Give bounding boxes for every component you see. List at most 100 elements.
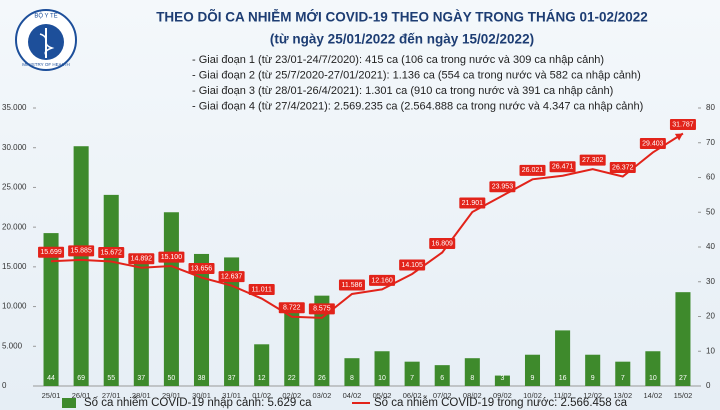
value-label-box [549, 161, 576, 173]
bar [344, 358, 360, 386]
bar [103, 194, 119, 386]
x-tick-label: 11/02 [553, 391, 571, 400]
y2-tick-label: 20 [706, 312, 715, 321]
y2-tick-label: 50 [706, 207, 715, 216]
value-label-box [429, 237, 456, 249]
bar [585, 354, 601, 386]
x-tick-label: 15/02 [674, 391, 693, 400]
y2-tick-label: 40 [706, 242, 715, 251]
bar [73, 146, 89, 386]
bar-label: 8 [470, 375, 474, 382]
value-label: 26.021 [522, 167, 544, 174]
annotation: - Giai đoạn 1 (từ 23/01-24/7/2020): 415 … [192, 54, 604, 66]
bar-label: 6 [440, 375, 444, 382]
logo-bottom: MINISTRY OF HEALTH [22, 62, 70, 67]
x-tick-label: 13/02 [613, 391, 632, 400]
value-label: 15.885 [70, 248, 92, 255]
value-label-box [519, 164, 546, 176]
x-tick-label: 25/01 [42, 391, 61, 400]
value-label-box [459, 197, 486, 209]
y-tick-label: 20.000 [2, 222, 27, 231]
bar [494, 375, 510, 386]
x-tick-label: 28/01 [132, 391, 151, 400]
logo: BỘ Y TẾ MINISTRY OF HEALTH [15, 9, 77, 71]
bar-label: 3 [500, 375, 504, 382]
chart-title: THEO DÕI CA NHIỄM MỚI COVID-19 THEO NGÀY… [156, 10, 648, 25]
value-label-box [188, 263, 215, 275]
value-label: 26.372 [612, 164, 634, 171]
annotation: - Giai đoạn 3 (từ 28/01-26/4/2021): 1.30… [192, 85, 613, 97]
value-label-box [248, 284, 275, 296]
value-label-box [369, 274, 396, 286]
x-tick-label: 09/02 [493, 391, 512, 400]
y-tick-label: 30.000 [2, 143, 27, 152]
bar-label: 37 [137, 375, 145, 382]
value-label: 15.672 [101, 249, 123, 256]
annotation: - Giai đoạn 2 (từ 25/7/2020-27/01/2021):… [192, 69, 641, 81]
value-label: 8.575 [313, 306, 331, 313]
bar-label: 27 [679, 375, 687, 382]
bar-label: 10 [378, 375, 386, 382]
logo-top: BỘ Y TẾ [34, 13, 57, 20]
bar [284, 309, 300, 386]
bar [374, 351, 390, 386]
bar-label: 10 [649, 375, 657, 382]
x-tick-label: 26/01 [72, 391, 91, 400]
bar-label: 9 [591, 375, 595, 382]
y2-tick-label: 10 [706, 346, 715, 355]
x-tick-label: 02/02 [282, 391, 301, 400]
bar [404, 361, 420, 386]
value-label-box [278, 302, 305, 314]
x-tick-label: 01/02 [252, 391, 271, 400]
line [50, 132, 684, 319]
bar [133, 257, 149, 386]
bar [43, 233, 59, 386]
x-tick-label: 12/02 [583, 391, 602, 400]
value-label: 12.637 [221, 273, 243, 280]
value-label: 15.699 [40, 249, 62, 256]
bar-label: 8 [350, 375, 354, 382]
y-tick-label: 35.000 [2, 103, 27, 112]
y-tick-label: 0 [2, 381, 7, 390]
annotation: - Giai đoạn 4 (từ 27/4/2021): 2.569.235 … [192, 100, 643, 112]
value-label: 16.809 [432, 240, 454, 247]
value-label-box [399, 259, 426, 271]
value-label-box [68, 245, 95, 257]
x-tick-label: 07/02 [433, 391, 452, 400]
value-label: 14.105 [401, 262, 423, 269]
bar-label: 22 [288, 375, 296, 382]
bar [645, 351, 661, 386]
bar-label: 44 [47, 375, 55, 382]
bar-label: 7 [410, 375, 414, 382]
value-label: 26.471 [552, 164, 574, 171]
y2-tick-label: 30 [706, 277, 715, 286]
y-tick-label: 5.000 [2, 341, 23, 350]
bar-label: 50 [168, 375, 176, 382]
y2-tick-label: 70 [706, 138, 715, 147]
value-label: 13.656 [191, 265, 213, 272]
x-tick-label: 14/02 [643, 391, 662, 400]
bar [434, 365, 450, 386]
bar [254, 344, 270, 386]
value-label-box [38, 246, 65, 258]
value-label-box [338, 279, 365, 291]
bar-label: 9 [531, 375, 535, 382]
value-label: 14.892 [131, 256, 153, 263]
value-label: 31.787 [672, 121, 694, 128]
bar [464, 358, 480, 386]
x-tick-label: 05/02 [373, 391, 392, 400]
value-label-box [609, 162, 636, 174]
bar-label: 38 [198, 375, 206, 382]
x-tick-label: 29/01 [162, 391, 181, 400]
bar [615, 361, 631, 386]
value-label: 29.403 [642, 140, 664, 147]
value-label: 27.302 [582, 157, 604, 164]
x-tick-label: 10/02 [523, 391, 542, 400]
x-tick-label: 30/01 [192, 391, 211, 400]
legend-label: Số ca nhiễm COVID-19 trong nước: 2.566.4… [374, 396, 628, 409]
bar [224, 257, 240, 386]
value-label-box [158, 251, 185, 263]
x-tick-label: 03/02 [312, 391, 331, 400]
